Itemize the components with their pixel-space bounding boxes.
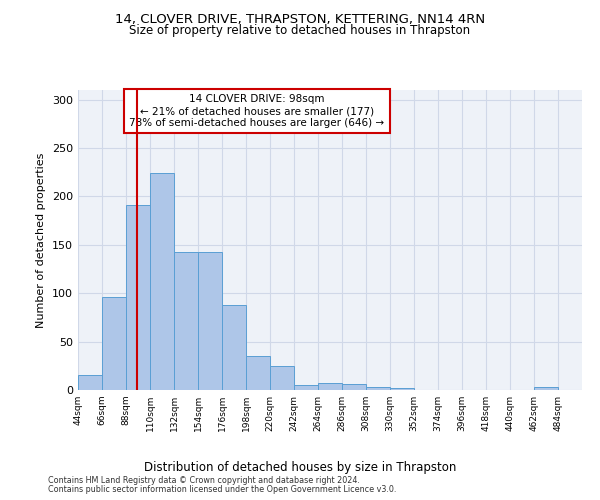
Bar	[174, 252, 198, 390]
Bar	[318, 383, 342, 390]
Text: 14 CLOVER DRIVE: 98sqm
← 21% of detached houses are smaller (177)
78% of semi-de: 14 CLOVER DRIVE: 98sqm ← 21% of detached…	[130, 94, 385, 128]
Text: Contains HM Land Registry data © Crown copyright and database right 2024.: Contains HM Land Registry data © Crown c…	[48, 476, 360, 485]
Bar	[126, 205, 150, 390]
Bar	[198, 252, 222, 390]
Bar	[270, 366, 294, 390]
Bar	[222, 305, 246, 390]
Bar	[102, 297, 126, 390]
Text: Contains public sector information licensed under the Open Government Licence v3: Contains public sector information licen…	[48, 484, 397, 494]
Bar	[150, 173, 174, 390]
Bar	[246, 356, 270, 390]
Bar	[294, 385, 318, 390]
Bar	[534, 387, 558, 390]
Y-axis label: Number of detached properties: Number of detached properties	[37, 152, 46, 328]
Bar	[342, 384, 366, 390]
Text: Size of property relative to detached houses in Thrapston: Size of property relative to detached ho…	[130, 24, 470, 37]
Bar	[390, 388, 414, 390]
Bar	[78, 376, 102, 390]
Text: 14, CLOVER DRIVE, THRAPSTON, KETTERING, NN14 4RN: 14, CLOVER DRIVE, THRAPSTON, KETTERING, …	[115, 12, 485, 26]
Text: Distribution of detached houses by size in Thrapston: Distribution of detached houses by size …	[144, 461, 456, 474]
Bar	[366, 387, 390, 390]
